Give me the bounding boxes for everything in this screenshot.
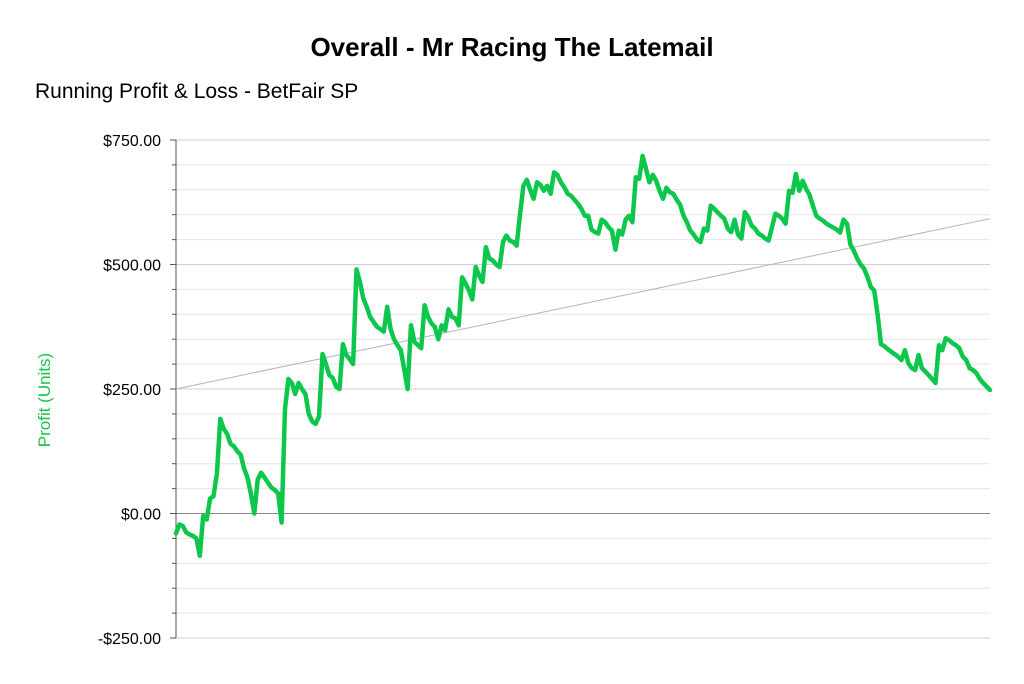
y-tick-label: -$250.00 [98,631,161,648]
y-tick-label: $750.00 [103,133,161,150]
chart-subtitle: Running Profit & Loss - BetFair SP [35,80,359,103]
trendline-group [175,218,991,390]
gridlines [176,139,990,639]
trendline [175,218,991,390]
chart-title: Overall - Mr Racing The Latemail [310,32,714,62]
y-tick-label: $250.00 [103,382,161,399]
profit-series-line [173,153,993,559]
series-group [173,153,993,559]
y-tick-label: $0.00 [121,507,161,524]
y-tick-label: $500.00 [103,258,161,275]
y-axis: -$250.00 $0.00 $250.00 $500.00 $750.00 [98,133,177,648]
